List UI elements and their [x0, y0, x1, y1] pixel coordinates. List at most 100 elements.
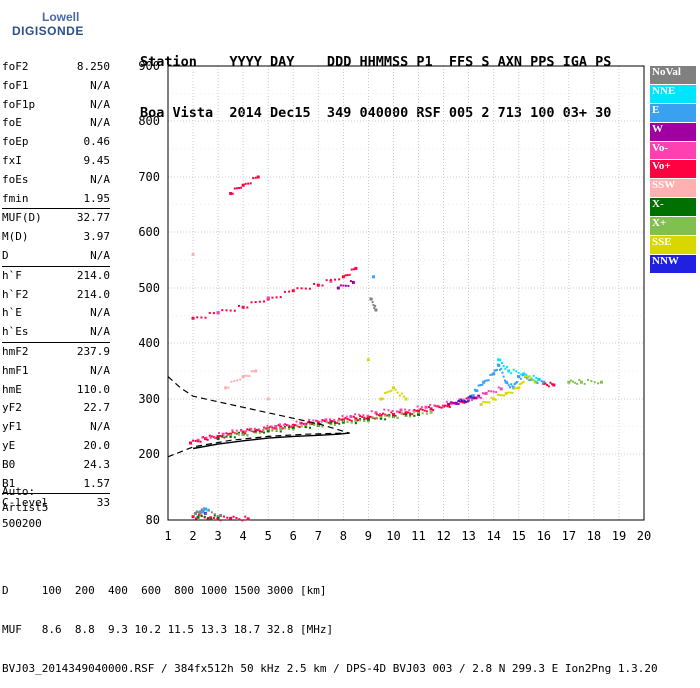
- legend-item-vo-: Vo+: [650, 160, 696, 180]
- data-point-x-: [388, 413, 391, 416]
- data-point-sse: [384, 392, 387, 395]
- data-point-vo-: [352, 415, 355, 418]
- param-row: M(D) 3.97: [2, 228, 110, 247]
- data-point-ssw: [230, 380, 233, 383]
- data-point-nnw: [463, 400, 466, 403]
- data-point-vo-: [395, 410, 398, 413]
- data-point-x-: [313, 422, 316, 425]
- data-point-vo-: [237, 304, 240, 307]
- data-point-x-: [308, 423, 311, 426]
- data-point-sse: [486, 401, 489, 404]
- data-point-x-: [363, 418, 366, 421]
- data-point-vo-: [274, 425, 278, 428]
- param-row: hmE 110.0: [2, 381, 110, 400]
- data-point-e: [371, 275, 375, 279]
- data-point-nne: [520, 373, 523, 376]
- data-point-vo-: [271, 426, 274, 429]
- param-row: fxI 9.45: [2, 152, 110, 171]
- data-point-sse: [513, 386, 516, 389]
- data-point-x-: [413, 411, 416, 414]
- data-point-vo-: [295, 420, 298, 423]
- data-point-nne: [502, 364, 505, 367]
- data-point-x-: [200, 514, 203, 517]
- footer-file-info: BVJ03_2014349040000.RSF / 384fx512h 50 k…: [2, 662, 658, 675]
- data-point-sse: [511, 391, 514, 394]
- data-point-vo-: [233, 309, 236, 312]
- param-separator: [2, 341, 110, 343]
- x-tick-label: 9: [365, 529, 372, 543]
- data-point-w: [349, 280, 352, 283]
- data-point-vo-: [394, 414, 397, 417]
- data-point-vo-: [382, 412, 385, 415]
- data-point-x-: [283, 427, 286, 430]
- data-point-vo-: [352, 268, 355, 271]
- param-label: yF1: [2, 420, 22, 434]
- param-label: yE: [2, 438, 16, 452]
- y-tick-label: 700: [138, 170, 160, 184]
- data-point-nnw: [469, 395, 472, 398]
- legend-item-w: W: [650, 122, 696, 142]
- data-point-sse: [501, 394, 504, 397]
- data-point-vo-: [350, 268, 353, 271]
- data-point-noval: [372, 304, 375, 307]
- data-point-vo-: [348, 418, 351, 421]
- data-point-x-: [279, 430, 282, 433]
- data-point-vo-: [254, 301, 257, 304]
- data-point-e: [203, 507, 206, 510]
- data-point-x-: [216, 437, 220, 441]
- data-point-sse: [507, 391, 510, 394]
- data-point-vo-: [291, 289, 295, 293]
- data-point-vo-: [294, 424, 297, 427]
- param-label: foF1: [2, 78, 29, 92]
- data-point-x-: [425, 412, 428, 415]
- data-point-x-: [359, 419, 362, 422]
- data-point-e: [507, 384, 510, 387]
- data-point-vo-: [219, 519, 222, 522]
- chart-grid: [168, 66, 644, 520]
- data-point-vo-: [331, 420, 334, 423]
- data-point-nne: [535, 376, 538, 379]
- data-point-vo-: [197, 440, 200, 443]
- param-value: N/A: [90, 248, 110, 262]
- data-point-nne: [532, 374, 535, 377]
- data-point-vo-: [370, 410, 373, 413]
- param-value: N/A: [90, 172, 110, 186]
- data-point-x-: [317, 424, 320, 427]
- data-point-x-: [225, 435, 228, 438]
- data-point-sse: [524, 375, 526, 378]
- data-point-sse: [526, 378, 529, 381]
- x-tick-label: 7: [315, 529, 322, 543]
- data-point-vo-: [334, 278, 337, 281]
- data-point-x-: [350, 421, 353, 424]
- data-point-x-: [203, 515, 206, 518]
- data-point-vo-: [226, 516, 229, 519]
- data-point-vo-: [212, 312, 215, 315]
- data-point-vo-: [212, 516, 215, 519]
- data-point-sse: [498, 394, 501, 397]
- data-point-vo-: [363, 416, 366, 419]
- data-point-vo-: [209, 436, 212, 439]
- autoscaling-info: Auto: Artist5 500200: [2, 484, 48, 532]
- data-point-x-: [233, 436, 236, 439]
- param-value: 1.95: [83, 191, 111, 205]
- data-point-vo-: [340, 418, 343, 421]
- y-tick-label: 900: [138, 59, 160, 73]
- data-point-e: [474, 389, 478, 393]
- param-value: N/A: [90, 420, 110, 434]
- x-tick-label: 3: [214, 529, 221, 543]
- data-point-nne: [510, 372, 513, 375]
- data-point-x-: [379, 416, 383, 420]
- data-point-vo-: [349, 415, 353, 419]
- logo-line1: Lowell: [42, 10, 80, 24]
- x-tick-label: 4: [240, 529, 247, 543]
- data-point-x-: [400, 412, 403, 415]
- data-point-x-: [599, 380, 603, 384]
- param-label: h`Es: [2, 325, 29, 339]
- data-point-vo-: [483, 392, 486, 395]
- data-point-vo-: [247, 182, 250, 185]
- data-point-x-: [325, 421, 328, 424]
- data-point-x-: [258, 432, 261, 435]
- data-point-x-: [417, 412, 421, 416]
- data-point-vo-: [191, 515, 195, 519]
- data-point-vo-: [387, 409, 390, 412]
